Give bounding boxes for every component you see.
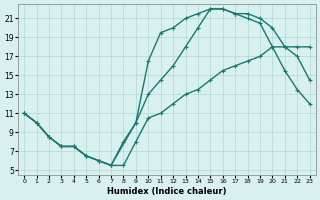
- X-axis label: Humidex (Indice chaleur): Humidex (Indice chaleur): [107, 187, 227, 196]
